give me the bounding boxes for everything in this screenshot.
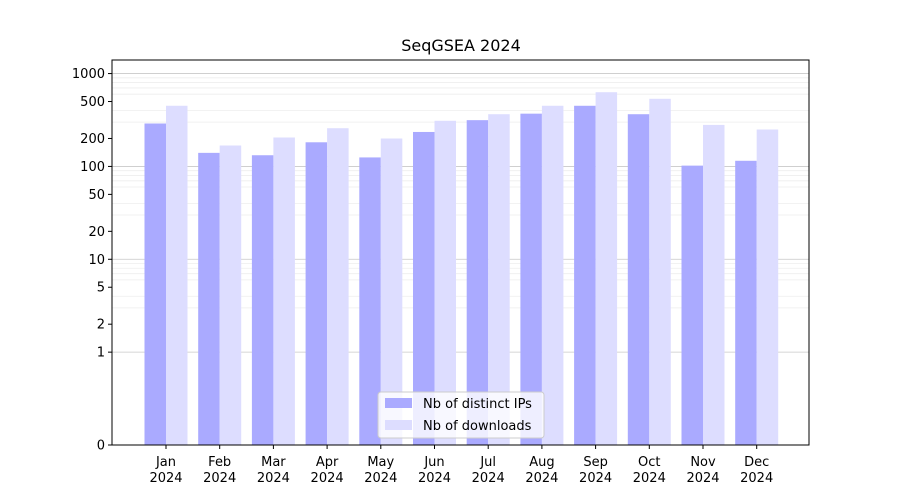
legend: Nb of distinct IPs Nb of downloads: [377, 391, 545, 439]
bar-distinct-ips-may: [359, 157, 381, 446]
bar-downloads-jun: [434, 120, 456, 445]
x-tick-label-month: Aug: [529, 455, 554, 470]
bar-downloads-jan: [166, 105, 188, 446]
y-tick-label: 100: [80, 160, 105, 175]
y-tick-label: 500: [80, 95, 105, 110]
x-tick-label-month: Sep: [583, 455, 608, 470]
y-tick-label: 20: [88, 225, 105, 240]
x-tick-label-year: 2024: [149, 471, 182, 486]
y-axis: 0 1 2 5 10 20 50 100 200 500 1000: [72, 67, 112, 454]
bar-downloads-oct: [649, 98, 671, 445]
bar-distinct-ips-nov: [681, 165, 703, 446]
bar-distinct-ips-jan: [144, 123, 166, 445]
x-tick-label-month: Feb: [208, 455, 231, 470]
bar-distinct-ips-jul: [466, 120, 489, 446]
chart-title: SeqGSEA 2024: [401, 36, 521, 55]
x-tick-label-year: 2024: [525, 471, 558, 486]
x-tick-label-month: Apr: [316, 455, 339, 470]
bar-downloads-aug: [541, 105, 564, 446]
y-tick-label: 50: [88, 188, 105, 203]
x-tick-label-year: 2024: [686, 471, 719, 486]
bar-downloads-may: [380, 138, 403, 445]
bar-distinct-ips-mar: [251, 155, 274, 445]
bars: [144, 92, 779, 446]
bar-distinct-ips-dec: [735, 160, 757, 445]
x-tick-label-month: Dec: [744, 455, 769, 470]
bar-downloads-sep: [595, 92, 618, 445]
x-tick-label-year: 2024: [472, 471, 505, 486]
bar-downloads-jul: [488, 114, 510, 446]
x-axis: Jan2024Feb2024Mar2024Apr2024May2024Jun20…: [149, 445, 773, 486]
bar-distinct-ips-apr: [305, 142, 328, 445]
x-tick-label-month: May: [367, 455, 394, 470]
x-tick-label-year: 2024: [257, 471, 290, 486]
plot-frame: [111, 59, 810, 446]
bar-distinct-ips-aug: [520, 113, 542, 445]
x-tick-label-month: Nov: [690, 455, 716, 470]
y-tick-label: 2: [97, 318, 105, 333]
y-tick-label: 10: [88, 253, 105, 268]
bar-downloads-dec: [756, 129, 779, 445]
x-tick-label-year: 2024: [311, 471, 344, 486]
legend-label-distinct-ips: Nb of distinct IPs: [423, 397, 532, 412]
legend-swatch-downloads: [385, 420, 412, 430]
legend-box: [377, 391, 545, 439]
x-tick-label-month: Jan: [155, 455, 176, 470]
x-tick-label-year: 2024: [203, 471, 236, 486]
x-tick-label-year: 2024: [633, 471, 666, 486]
y-tick-label: 0: [97, 439, 105, 454]
legend-label-downloads: Nb of downloads: [423, 419, 532, 434]
x-tick-label-month: Oct: [638, 455, 660, 470]
legend-swatch-distinct-ips: [385, 398, 412, 408]
x-tick-label-month: Mar: [261, 455, 286, 470]
y-tick-label: 200: [80, 132, 105, 147]
bar-downloads-apr: [327, 128, 349, 445]
bar-downloads-nov: [703, 124, 725, 446]
bar-distinct-ips-jun: [413, 131, 435, 445]
x-tick-label-year: 2024: [579, 471, 612, 486]
y-tick-label: 5: [97, 281, 105, 296]
bar-distinct-ips-sep: [574, 105, 596, 446]
bar-distinct-ips-feb: [198, 152, 220, 445]
x-tick-label-year: 2024: [740, 471, 773, 486]
x-tick-label-year: 2024: [418, 471, 451, 486]
y-tick-label: 1000: [72, 67, 105, 82]
y-tick-label: 1: [97, 346, 105, 361]
bar-downloads-feb: [219, 145, 242, 445]
bar-distinct-ips-oct: [627, 114, 650, 446]
bar-downloads-mar: [273, 137, 295, 445]
x-tick-label-month: Jul: [479, 455, 496, 470]
x-tick-label-month: Jun: [423, 455, 444, 470]
x-tick-label-year: 2024: [364, 471, 397, 486]
